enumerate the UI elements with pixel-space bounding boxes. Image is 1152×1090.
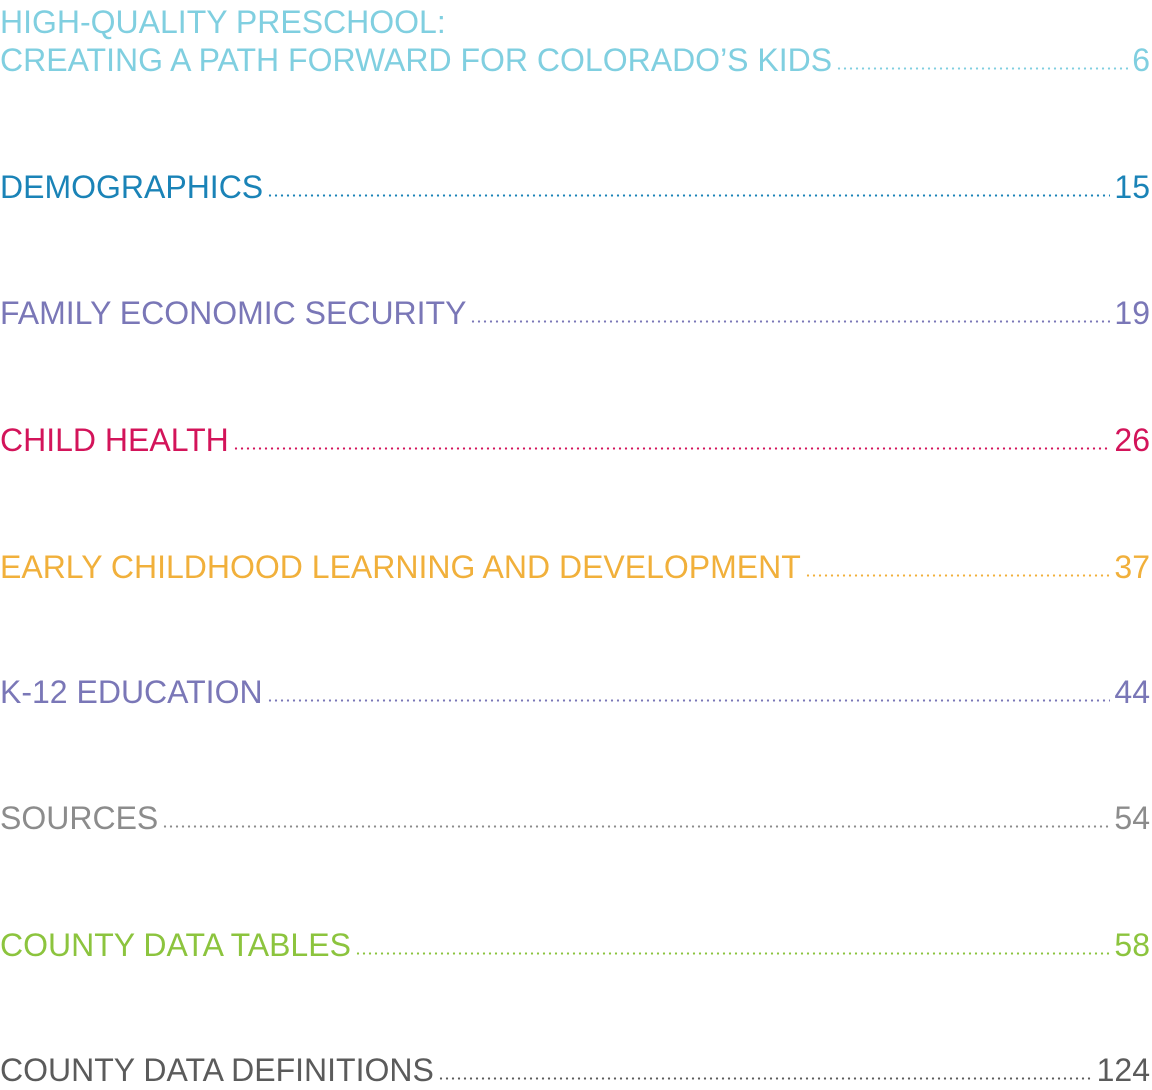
toc-line: COUNTY DATA DEFINITIONS 124	[0, 1050, 1150, 1090]
page-number: 19	[1114, 295, 1150, 331]
dot-leader	[267, 194, 1111, 197]
toc-title: EARLY CHILDHOOD LEARNING AND DEVELOPMENT	[0, 549, 801, 585]
page-number: 44	[1114, 674, 1150, 710]
toc-title: SOURCES	[0, 800, 159, 836]
toc-title: COUNTY DATA DEFINITIONS	[0, 1052, 434, 1088]
dot-leader	[232, 447, 1111, 450]
dot-leader	[804, 574, 1111, 577]
dot-leader	[266, 699, 1111, 702]
page-number: 54	[1114, 800, 1150, 836]
toc-line: FAMILY ECONOMIC SECURITY 19	[0, 293, 1150, 333]
page-number: 26	[1114, 422, 1150, 458]
toc-line: EARLY CHILDHOOD LEARNING AND DEVELOPMENT…	[0, 547, 1150, 587]
toc-title: HIGH-QUALITY PRESCHOOL:	[0, 4, 446, 40]
page-number: 37	[1114, 549, 1150, 585]
toc-title: CREATING A PATH FORWARD FOR COLORADO’S K…	[0, 42, 833, 78]
page-number: 58	[1114, 927, 1150, 963]
toc-line: COUNTY DATA TABLES 58	[0, 925, 1150, 965]
page-number: 124	[1096, 1052, 1150, 1088]
toc-line: SOURCES 54	[0, 798, 1150, 838]
toc-line: CHILD HEALTH 26	[0, 420, 1150, 460]
dot-leader	[354, 952, 1111, 955]
toc-line: K-12 EDUCATION 44	[0, 672, 1150, 712]
toc-line: HIGH-QUALITY PRESCHOOL:	[0, 2, 1150, 42]
toc-title: K-12 EDUCATION	[0, 674, 263, 710]
dot-leader	[162, 825, 1111, 828]
toc-line: CREATING A PATH FORWARD FOR COLORADO’S K…	[0, 40, 1150, 80]
toc-title: CHILD HEALTH	[0, 422, 229, 458]
toc-title: COUNTY DATA TABLES	[0, 927, 351, 963]
page-number: 15	[1114, 169, 1150, 205]
dot-leader	[437, 1077, 1093, 1080]
page-number: 6	[1132, 42, 1150, 78]
toc-title: DEMOGRAPHICS	[0, 169, 264, 205]
toc-title: FAMILY ECONOMIC SECURITY	[0, 295, 467, 331]
toc-line: DEMOGRAPHICS 15	[0, 167, 1150, 207]
dot-leader	[836, 67, 1129, 70]
dot-leader	[470, 320, 1111, 323]
